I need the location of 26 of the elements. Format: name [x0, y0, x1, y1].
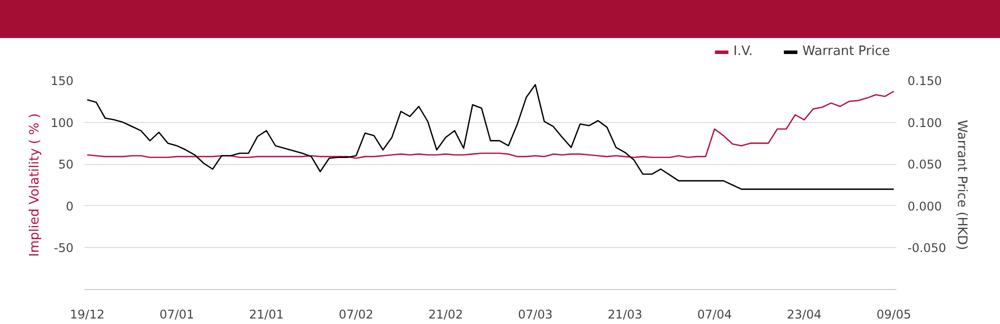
x-tick-label: 07/01	[160, 308, 194, 322]
y-tick-label: -50	[54, 241, 74, 256]
y2-tick-label: -0.050	[908, 241, 946, 256]
y2-tick-label: 0.100	[908, 116, 942, 130]
x-tick-label: 09/05	[876, 308, 912, 322]
y2-tick-label: 0.000	[908, 199, 942, 214]
line-series	[86, 90, 894, 159]
x-tick-label: 21/01	[249, 308, 284, 322]
x-tick-label: 19/12	[70, 308, 104, 322]
y-tick-label: 0	[66, 199, 74, 214]
x-tick-label: 21/02	[428, 308, 463, 322]
y-axis-title: Implied Volatility ( % )	[28, 113, 43, 257]
line-series	[86, 84, 894, 190]
y2-tick-label: 0.050	[908, 158, 942, 172]
y2-axis-title: Warrant Price (HKD)	[954, 120, 970, 250]
x-tick-label: 07/04	[697, 308, 732, 322]
x-tick-label: 07/03	[518, 308, 553, 322]
y2-tick-label: 0.150	[908, 74, 942, 88]
x-tick-label: 07/02	[338, 308, 374, 322]
legend-label: Warrant Price	[802, 44, 890, 59]
y-tick-label: 150	[50, 74, 74, 88]
x-tick-label: 21/03	[608, 308, 642, 322]
legend-label: I.V.	[733, 44, 754, 59]
y-tick-label: 100	[50, 116, 74, 130]
y-tick-label: 50	[58, 158, 74, 172]
x-tick-label: 23/04	[786, 308, 822, 322]
